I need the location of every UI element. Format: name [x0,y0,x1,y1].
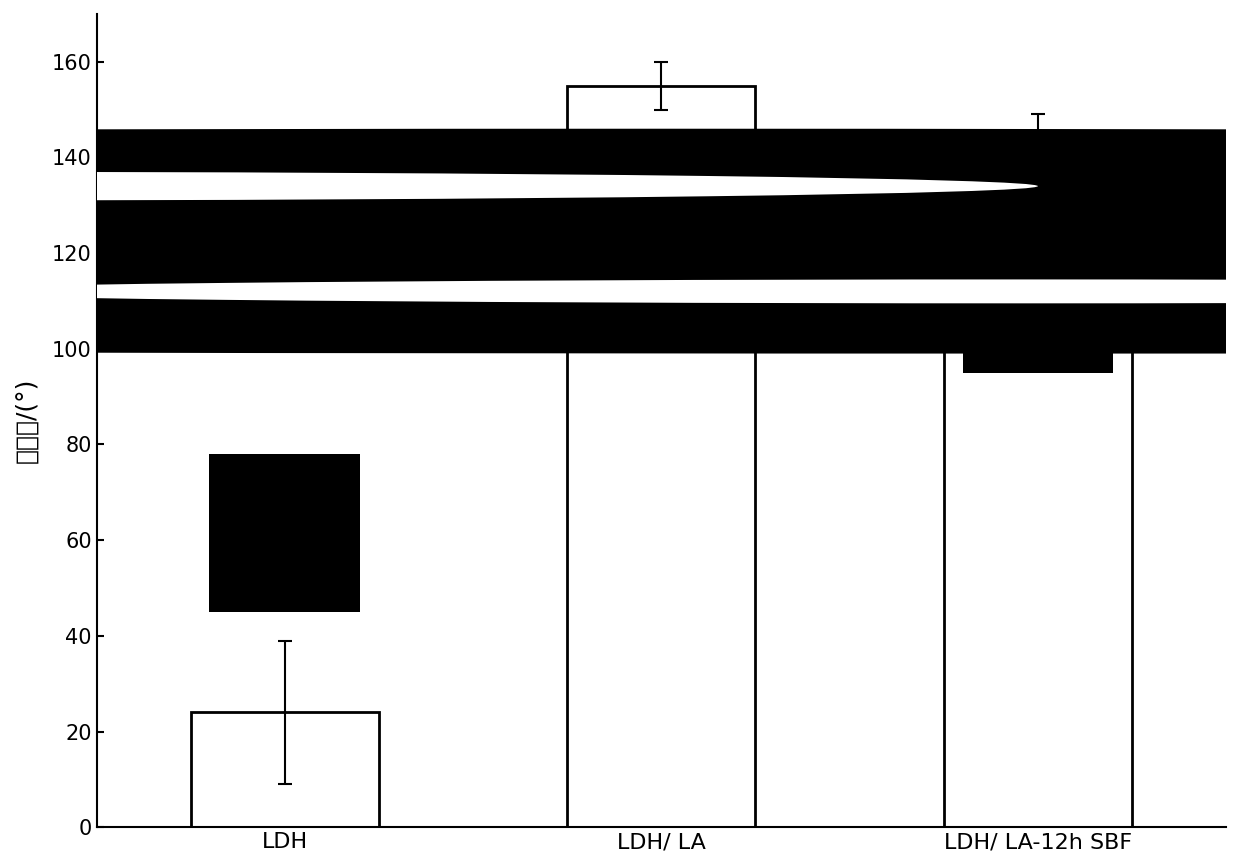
Bar [944,152,1132,827]
Ellipse shape [0,129,1240,272]
Ellipse shape [0,280,1240,303]
Bar [962,334,1114,372]
Bar [590,258,733,296]
Bar [567,86,755,827]
Ellipse shape [0,171,1038,201]
Bar [1068,268,1099,315]
Bar [191,713,379,827]
Ellipse shape [0,249,1240,353]
Y-axis label: 接触角/(°): 接触角/(°) [14,378,38,463]
Bar [210,454,360,612]
